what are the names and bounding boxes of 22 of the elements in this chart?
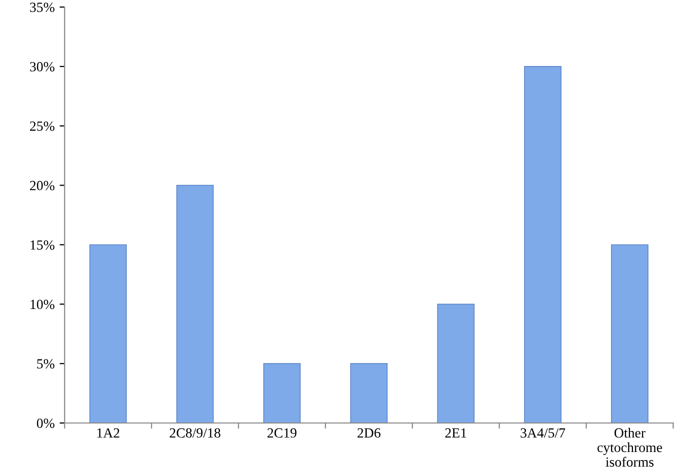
y-tick-label: 0% xyxy=(36,418,54,428)
x-tick-label: 3A4/5/7 xyxy=(520,428,566,438)
bar xyxy=(89,244,127,423)
y-tick-label: 5% xyxy=(37,359,54,369)
x-tick-label: 2D6 xyxy=(358,428,380,438)
y-tick-label: 10% xyxy=(30,300,54,310)
bar xyxy=(524,66,562,423)
bar xyxy=(437,304,475,423)
y-tick-label: 20% xyxy=(30,180,54,190)
y-tick-label: 25% xyxy=(30,121,54,131)
x-tick-label: 1A2 xyxy=(97,428,120,438)
bar xyxy=(611,244,648,423)
x-tick-label: 2C19 xyxy=(268,428,296,438)
x-tick-label: 2C8/9/18 xyxy=(170,428,220,438)
bar xyxy=(263,363,301,423)
bar xyxy=(176,184,214,423)
x-tick-label: Other cytochrome isoforms xyxy=(597,428,662,467)
y-tick-label: 15% xyxy=(30,240,54,250)
bar xyxy=(350,363,388,423)
y-tick-label: 30% xyxy=(30,62,54,72)
y-tick-label: 35% xyxy=(30,2,54,12)
x-tick-label: 2E1 xyxy=(445,428,466,438)
